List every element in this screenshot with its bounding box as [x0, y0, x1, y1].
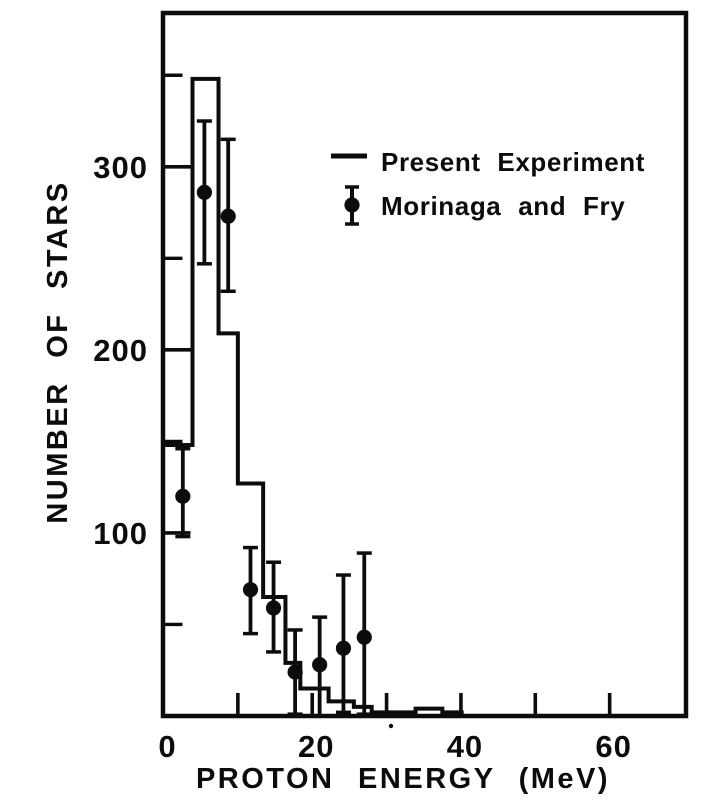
x-axis-title: PROTON ENERGY (MeV) — [196, 763, 610, 795]
data-point-marker — [196, 184, 212, 201]
data-point-marker — [175, 488, 191, 504]
histogram-step-path — [163, 76, 464, 716]
plot-frame — [160, 10, 689, 719]
legend-label-morinaga-and-fry: Morinaga and Fry — [381, 191, 625, 221]
axis-tick-labels: 100 200 300 0 20 40 60 — [93, 150, 631, 764]
legend-errorbar-marker — [344, 185, 360, 226]
data-point-marker — [356, 629, 372, 645]
data-point-group — [175, 446, 191, 539]
data-point-marker — [287, 664, 303, 680]
errorbar-scatter-series — [175, 119, 372, 718]
data-point-group — [220, 137, 236, 294]
x-tick-label: 20 — [298, 729, 334, 764]
data-point-marker — [242, 582, 259, 598]
histogram-series — [163, 76, 464, 716]
data-point-group — [287, 628, 303, 716]
data-point-marker — [335, 640, 352, 656]
y-axis-title: NUMBER OF STARS — [42, 180, 74, 523]
data-point-group — [335, 573, 352, 715]
legend-label-present-experiment: Present Experiment — [381, 147, 645, 177]
data-point-group — [356, 551, 372, 716]
data-point-group — [196, 119, 212, 266]
data-point-marker — [312, 657, 328, 673]
y-tick-label: 100 — [93, 516, 148, 551]
scan-speck — [388, 723, 394, 729]
data-point-marker — [220, 208, 236, 224]
frame-rect — [160, 10, 689, 719]
y-tick-label: 300 — [93, 150, 148, 185]
data-point-group — [265, 560, 282, 654]
data-point-group — [242, 545, 259, 636]
legend: Present Experiment Morinaga and Fry — [331, 147, 645, 226]
x-tick-label: 0 — [158, 729, 176, 764]
y-tick-label: 200 — [93, 333, 148, 368]
x-tick-label: 60 — [595, 729, 631, 764]
data-point-group — [312, 615, 328, 718]
data-point-marker — [265, 600, 282, 616]
x-tick-label: 40 — [447, 729, 483, 764]
